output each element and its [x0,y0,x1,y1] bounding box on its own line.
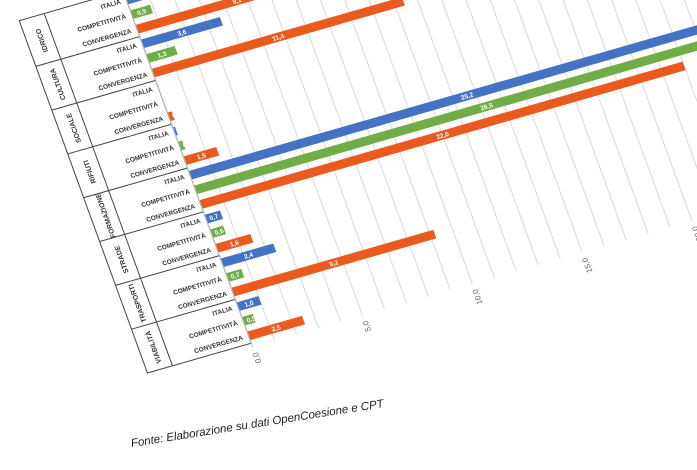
bar [236,296,262,311]
data-label: 1,0 [244,300,255,309]
group-separator [115,255,220,286]
data-label: 9,2 [328,259,339,268]
gridline [582,0,697,215]
bar-chart: IDRICOITALIA2,6COMPETITIVITÀ0,9CONVERGEN… [18,0,697,374]
group-separator [35,36,140,67]
data-label: 0,1 [177,125,188,134]
group-separator [67,123,172,155]
gridline [384,0,517,272]
y-axis-line [121,0,254,348]
bar [188,12,697,180]
bar [209,225,227,238]
group-label: CULTURA [50,67,68,100]
bar [225,268,245,282]
data-label: 0,9 [136,8,147,17]
bar [172,126,178,136]
gridline [340,0,473,285]
group-label: STRADE [114,244,131,273]
category-divider [43,13,173,366]
gridline [209,0,341,322]
bar [135,0,339,34]
gridline [318,0,451,291]
bar [151,0,405,78]
group-label: IDRICO [35,27,50,52]
gridline [560,0,693,222]
data-label: 1,6 [229,239,240,248]
category-label: ITALIA [148,130,170,142]
bar [220,243,277,268]
category-label: ITALIA [164,174,186,186]
gridline [406,0,539,266]
x-tick-label: 15,0 [580,256,594,274]
group-label: RIFIUTI [83,159,98,184]
bar [140,16,223,49]
data-label: 0,7 [230,271,241,280]
category-label: ITALIA [180,218,202,230]
category-label: ITALIA [132,86,154,98]
gridline [472,0,605,247]
data-label: 0,7 [209,213,220,222]
category-label: ITALIA [196,262,218,274]
gridline [231,0,363,316]
bar [146,46,178,63]
data-label: 3,6 [177,29,188,38]
x-tick-label: 0,0 [251,351,264,364]
gridline [362,0,495,278]
bar [241,313,256,326]
gridline [428,0,561,259]
data-label: 1,3 [157,51,168,60]
bar [167,111,175,122]
group-label: FORMAZIONE [95,192,118,239]
category-label: ITALIA [116,43,138,55]
data-label: 9,1 [232,0,243,6]
category-label: ITALIA [100,0,122,11]
data-label: 2,5 [271,324,282,333]
data-label: 0,6 [214,228,225,237]
gridline [274,0,407,304]
data-label: 22,0 [435,131,450,141]
bar [199,61,686,209]
data-label: 1,5 [196,152,207,161]
group-label: VIABILITÀ [143,330,163,365]
group-separator [131,298,236,330]
x-tick-label: 5,0 [361,319,374,332]
group-separator [83,167,188,199]
data-label: 11,4 [271,33,286,43]
bar [204,210,224,224]
x-tick-label: 10,0 [470,288,484,306]
data-label: 25,2 [460,92,475,102]
gridline [494,0,627,241]
data-label: 0,5 [246,315,257,324]
data-label: 2,4 [243,252,254,261]
gridline [516,0,649,234]
gridline [253,0,385,310]
group-label: TRASPORTI [128,283,149,323]
gridline [538,0,671,228]
data-label: 0,2 [171,111,182,120]
gridline [450,0,583,253]
bar [215,233,254,253]
gridline [626,0,697,203]
bar [177,140,186,151]
bar [183,147,220,165]
bar [231,229,437,297]
group-separator [99,211,204,243]
gridline [296,0,429,297]
group-label: SOCIALE [66,112,83,144]
category-label: ITALIA [212,305,234,317]
bar [193,18,697,195]
group-separator [51,79,156,111]
bar [247,315,306,341]
gridline [604,0,697,209]
chart-area: IDRICOITALIA2,6COMPETITIVITÀ0,9CONVERGEN… [14,0,697,432]
data-label: 26,5 [480,102,495,112]
bar [130,4,154,19]
data-label: 0,2 [182,140,193,149]
x-tick-label: 20,0 [690,225,697,243]
